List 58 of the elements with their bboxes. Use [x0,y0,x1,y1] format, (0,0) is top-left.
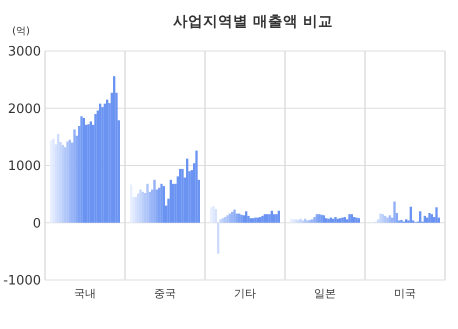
bar [256,218,259,223]
bar [311,219,314,223]
bar [270,210,273,223]
bar [290,218,292,223]
bar [275,214,278,223]
bar [245,211,248,223]
bar [350,214,353,223]
bar [355,218,358,223]
bar [224,217,226,223]
bar [327,218,330,223]
bar [341,218,344,223]
bar [306,220,309,223]
bar [217,222,220,254]
bar [228,214,231,223]
x-tick-label: 국내 [74,287,96,300]
bar [358,218,360,223]
x-tick-label: 미국 [394,287,416,300]
y-tick-label: -1000 [3,274,41,288]
bar [104,104,106,223]
bar [405,219,408,223]
bar [419,211,422,223]
bar [162,186,165,223]
bar [278,210,280,223]
bar [344,217,346,223]
bar [348,214,351,223]
chart-title: 사업지역별 매출액 비교 [172,14,334,30]
bar [214,209,217,223]
x-tick-label: 일본 [314,287,336,300]
bar [336,218,339,223]
x-tick-label: 기타 [234,287,256,300]
bar [186,158,188,223]
x-tick-label: 중국 [154,287,176,300]
bar [254,218,257,223]
y-axis-title: (억) [12,26,30,37]
bar [264,214,266,223]
y-tick-label: 0 [32,216,41,232]
y-tick-label: 1000 [8,159,41,174]
bar [424,216,426,223]
bar [313,217,316,223]
bar [330,218,332,223]
bar [90,121,92,223]
bar [334,217,337,223]
bar [410,206,412,223]
bar [384,216,386,223]
y-tick-label: 3000 [8,44,41,60]
bar [353,217,356,223]
bar [231,212,234,223]
bar [430,214,433,223]
bar [222,218,224,223]
bar [210,207,212,223]
bar [322,215,325,223]
bar [50,140,52,223]
bar [130,184,132,223]
bar [325,218,328,223]
bar [268,214,271,223]
bar [250,218,252,223]
y-tick-label: 2000 [8,102,41,117]
bar [170,180,172,223]
